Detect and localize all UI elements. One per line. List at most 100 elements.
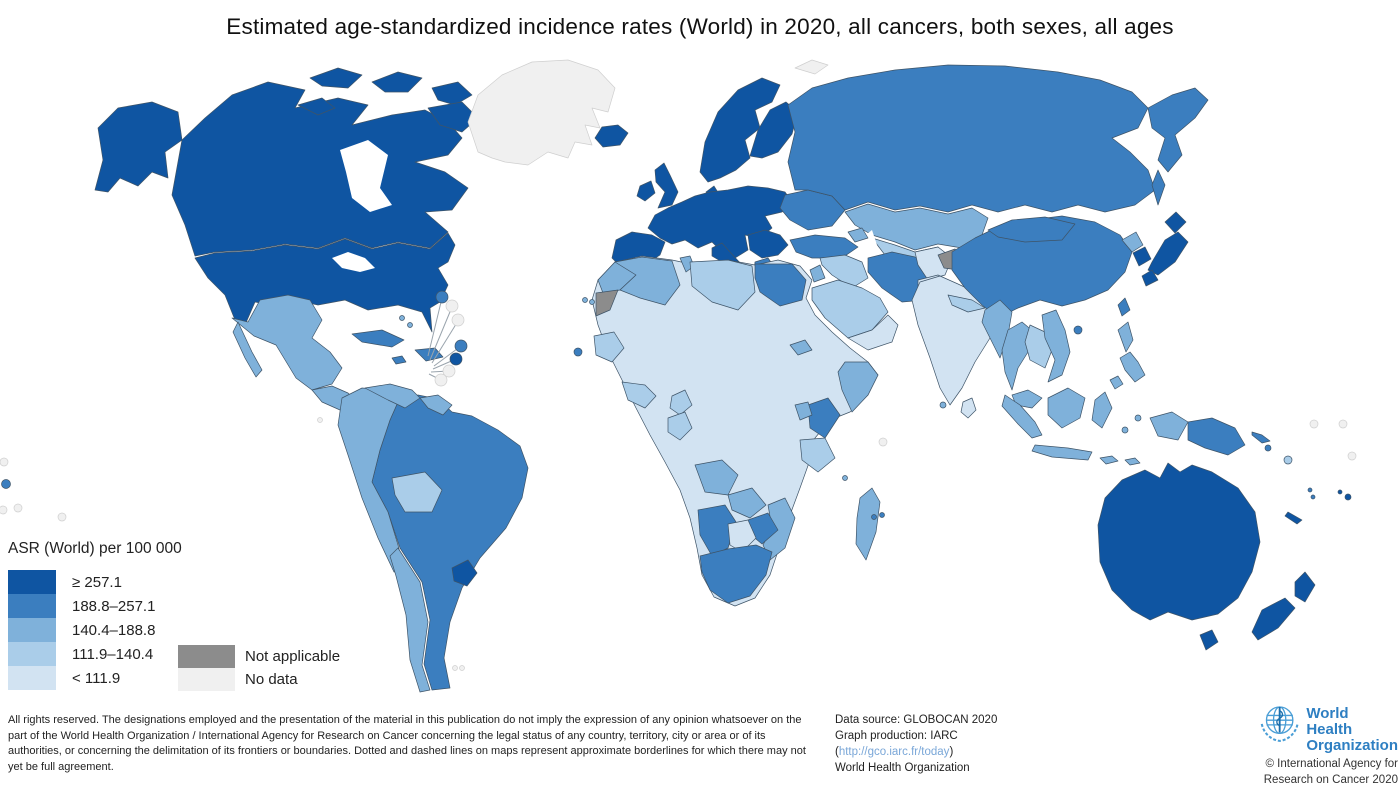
region-pacific-island xyxy=(1338,419,1348,429)
region-botswana xyxy=(727,519,757,553)
legend-swatch xyxy=(8,666,56,690)
region-canary-islands xyxy=(589,299,595,305)
region-taiwan xyxy=(1117,297,1131,317)
region-seychelles xyxy=(878,437,888,447)
region-galapagos xyxy=(317,417,323,423)
legend-label: Not applicable xyxy=(245,648,341,665)
legend-special-row: Not applicable xyxy=(178,645,340,668)
source-link-line: (http://gco.iarc.fr/today) xyxy=(835,745,997,761)
region-solomon-islands xyxy=(1251,431,1271,444)
region-somalia xyxy=(837,361,879,413)
region-sulawesi xyxy=(1091,391,1113,429)
region-arctic-islands xyxy=(297,97,336,116)
region-central-eastern-europe xyxy=(747,229,789,259)
region-uruguay xyxy=(451,559,478,587)
region-java xyxy=(1031,444,1093,461)
region-arctic-islands xyxy=(431,81,473,106)
region-new-caledonia xyxy=(1284,511,1303,525)
iarc-credit: © International Agency for Research on C… xyxy=(1258,757,1398,788)
region-zambia xyxy=(727,487,767,519)
link-paren: ( xyxy=(835,745,839,758)
region-bahamas xyxy=(399,315,405,321)
region-cape-verde xyxy=(573,347,583,357)
legend-label: < 111.9 xyxy=(72,669,121,687)
region-syria-iraq xyxy=(819,254,869,289)
region-lesser-sunda xyxy=(1099,455,1119,465)
region-western-europe xyxy=(647,185,793,259)
region-falklands xyxy=(452,665,458,671)
legend-swatch xyxy=(8,618,56,642)
who-line: World Health Organization xyxy=(835,761,970,774)
region-guyanas xyxy=(419,394,453,416)
region-finland xyxy=(749,101,799,159)
region-maluku xyxy=(1121,426,1129,434)
legend-label: ≥ 257.1 xyxy=(72,573,122,591)
region-egypt xyxy=(754,263,807,307)
region-philippines xyxy=(1117,321,1134,353)
region-australia xyxy=(1097,462,1261,621)
region-gabon-congo xyxy=(667,411,693,441)
region-vanuatu xyxy=(1307,487,1313,493)
region-caribbean-island xyxy=(449,352,463,366)
region-ghana-cote-divoire xyxy=(621,381,657,409)
region-sumatra xyxy=(1001,394,1043,439)
region-cuba xyxy=(351,329,405,348)
region-greenland xyxy=(467,59,616,166)
region-lesser-sunda xyxy=(1124,457,1141,466)
iarc-credit-line: Research on Cancer 2020 xyxy=(1263,773,1398,786)
region-usa xyxy=(194,232,456,333)
region-pacific-island xyxy=(57,512,67,522)
region-united-kingdom xyxy=(654,162,679,209)
region-canary-islands xyxy=(582,297,588,303)
legend-class-row: 111.9–140.4 xyxy=(8,642,182,666)
region-eritrea xyxy=(789,339,813,356)
region-caribbean-island xyxy=(451,313,465,327)
footer-source: Data source: GLOBOCAN 2020 Graph product… xyxy=(835,713,997,776)
legend-swatch xyxy=(178,645,235,668)
gco-iarc-link[interactable]: http://gco.iarc.fr/today xyxy=(838,745,950,758)
region-japan xyxy=(1141,269,1159,287)
region-mongolia xyxy=(987,216,1076,243)
legend-label: No data xyxy=(245,671,298,688)
region-iceland xyxy=(594,124,629,148)
legend-swatch xyxy=(8,570,56,594)
region-sakhalin xyxy=(1151,169,1166,206)
region-bahamas xyxy=(407,322,413,328)
who-wordmark-line: Organization xyxy=(1306,736,1398,754)
legend-class-row: < 111.9 xyxy=(8,666,182,690)
legend-label: 188.8–257.1 xyxy=(72,597,156,615)
region-libya xyxy=(689,259,756,311)
region-pacific-island xyxy=(0,505,8,515)
region-chile xyxy=(389,547,431,693)
region-tanzania xyxy=(799,437,836,473)
region-caribbean-island xyxy=(454,339,468,353)
region-mauritius xyxy=(871,514,877,520)
legend-swatch xyxy=(178,668,235,691)
region-maldives xyxy=(939,401,947,409)
region-madagascar xyxy=(855,487,881,561)
region-philippines xyxy=(1119,351,1146,383)
region-north-korea xyxy=(1121,231,1144,253)
region-south-korea xyxy=(1132,246,1152,267)
page-title: Estimated age-standardized incidence rat… xyxy=(226,14,1174,39)
data-source-line: Data source: GLOBOCAN 2020 xyxy=(835,714,998,726)
region-western-sahara xyxy=(595,289,619,317)
legend-swatch xyxy=(8,594,56,618)
region-borneo xyxy=(1047,387,1086,429)
region-hispaniola xyxy=(414,347,444,362)
region-japan xyxy=(1147,231,1189,276)
region-caribbean-island xyxy=(435,290,449,304)
region-fiji xyxy=(1344,493,1352,501)
who-wordmark: World Health Organization xyxy=(1306,706,1398,753)
region-nepal xyxy=(947,294,986,313)
region-angola xyxy=(694,459,739,496)
region-japan xyxy=(1164,211,1187,234)
region-west-africa-coast xyxy=(593,331,625,363)
region-baja-california xyxy=(232,321,263,378)
region-fiji xyxy=(1337,489,1343,495)
region-mexico xyxy=(231,294,343,391)
region-caucasus xyxy=(847,227,869,243)
region-tasmania xyxy=(1199,629,1219,651)
region-south-africa xyxy=(699,544,773,604)
great-lakes xyxy=(332,252,375,272)
